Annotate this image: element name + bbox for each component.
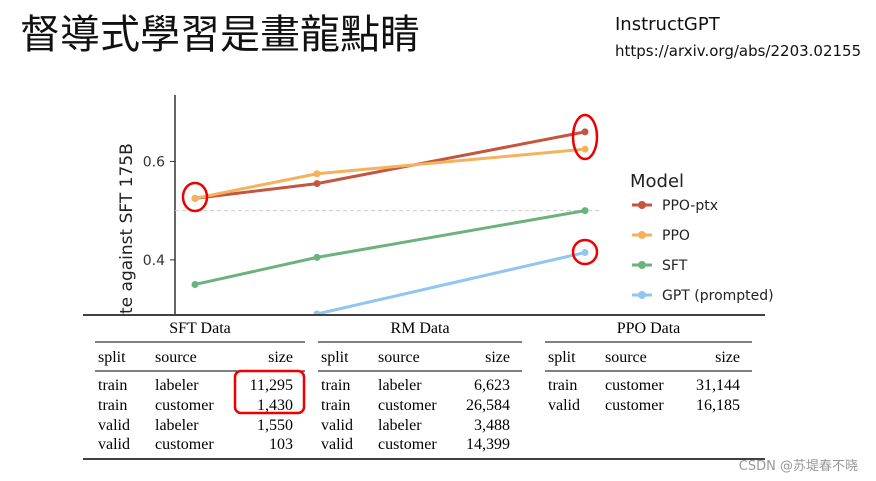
table-cell: valid: [98, 436, 130, 453]
table-cell: 14,399: [466, 436, 510, 453]
data-point: [191, 280, 199, 288]
table-cell: customer: [155, 436, 214, 453]
legend-label: PPO: [662, 228, 690, 244]
series-line: [194, 130, 586, 200]
highlight-circle: [571, 238, 599, 266]
group-title: SFT Data: [169, 320, 230, 337]
table-cell: valid: [548, 397, 580, 414]
legend-marker: [638, 291, 646, 299]
y-axis-label: te against SFT 175B: [117, 143, 137, 314]
legend-title: Model: [630, 171, 684, 192]
table-cell: train: [548, 377, 577, 394]
table-background: [80, 314, 770, 464]
table-cell: 103: [269, 436, 293, 453]
data-point: [581, 207, 589, 215]
table-cell: train: [321, 377, 350, 394]
data-point: [581, 248, 589, 256]
column-header: source: [605, 349, 647, 366]
table-cell: labeler: [155, 377, 199, 394]
table-cell: labeler: [155, 417, 199, 434]
series-line: [316, 251, 586, 316]
table-cell: valid: [98, 417, 130, 434]
table-cell: 6,623: [474, 377, 510, 394]
source-url: https://arxiv.org/abs/2203.02155: [615, 42, 861, 60]
y-tick-label: 0.4: [143, 253, 165, 269]
source-name: InstructGPT: [615, 14, 721, 35]
group-title: PPO Data: [617, 320, 681, 337]
y-tick-label: 0.6: [143, 154, 165, 170]
table-cell: labeler: [378, 377, 422, 394]
column-header: size: [268, 349, 293, 366]
table-cell: 31,144: [696, 377, 740, 394]
table-cell: 1,430: [257, 397, 293, 414]
data-point: [191, 194, 199, 202]
chart: 0.4 0.6 te against SFT 175B PPO-ptx PPO SFT GP…: [117, 95, 774, 318]
legend-label: PPO-ptx: [662, 198, 718, 214]
column-header: size: [715, 349, 740, 366]
legend-marker: [638, 231, 646, 239]
highlight-box: [233, 369, 306, 415]
table-cell: labeler: [378, 417, 422, 434]
series-line: [194, 209, 586, 286]
legend-marker: [638, 261, 646, 269]
table-cell: 16,185: [696, 397, 740, 414]
table-cell: train: [321, 397, 350, 414]
table-cell: customer: [605, 397, 664, 414]
table: SFT Data split source size train labeler 11,29…: [80, 314, 770, 464]
highlight-circle: [571, 113, 599, 161]
table-cell: customer: [378, 397, 437, 414]
table-cell: 26,584: [466, 397, 510, 414]
table-cell: train: [98, 377, 127, 394]
data-point: [581, 128, 589, 136]
table-cell: valid: [321, 417, 353, 434]
data-point: [581, 145, 589, 153]
legend-label: GPT (prompted): [662, 288, 774, 304]
table-cell: customer: [378, 436, 437, 453]
column-header: source: [378, 349, 420, 366]
table-cell: 3,488: [474, 417, 510, 434]
table-cell: customer: [605, 377, 664, 394]
legend-marker: [638, 201, 646, 209]
data-point: [313, 170, 321, 178]
data-point: [313, 253, 321, 261]
data-point: [313, 180, 321, 188]
group-title: RM Data: [390, 320, 449, 337]
highlight-circle: [181, 181, 209, 213]
table-cell: train: [98, 397, 127, 414]
column-header: size: [485, 349, 510, 366]
column-header: source: [155, 349, 197, 366]
column-header: split: [548, 349, 576, 366]
table-cell: 1,550: [257, 417, 293, 434]
slide-title: 督導式學習是畫龍點睛: [20, 12, 420, 58]
table-cell: valid: [321, 436, 353, 453]
column-header: split: [98, 349, 126, 366]
column-header: split: [321, 349, 349, 366]
legend-label: SFT: [662, 258, 688, 274]
watermark: CSDN @苏堤春不晓: [739, 458, 858, 474]
table-cell: 11,295: [250, 377, 293, 394]
table-cell: customer: [155, 397, 214, 414]
